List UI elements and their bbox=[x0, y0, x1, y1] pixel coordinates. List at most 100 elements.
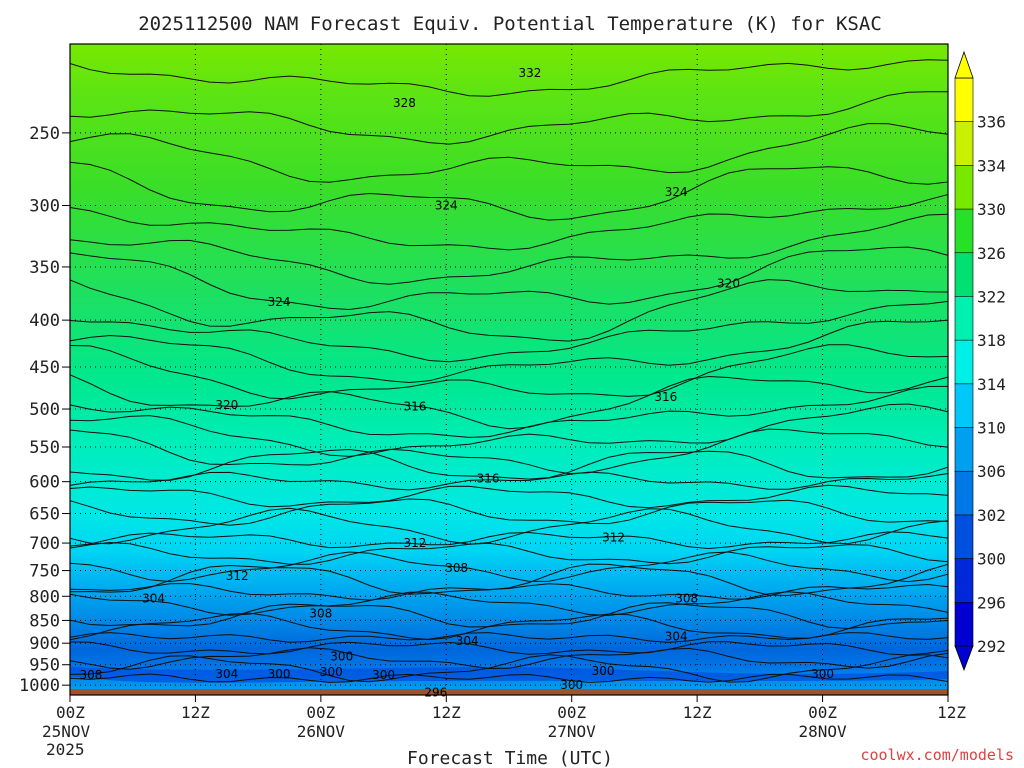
contour-label: 332 bbox=[518, 66, 541, 80]
colorbar-label: 318 bbox=[977, 331, 1006, 350]
contour-label: 300 bbox=[320, 665, 343, 679]
contour-line bbox=[69, 374, 949, 430]
contour-label: 316 bbox=[403, 400, 426, 414]
x-tick-label: 00Z bbox=[557, 703, 586, 722]
contour-line bbox=[69, 213, 949, 285]
colorbar: 336 334 330 326 322 318 314 310 306 302 300 296 292 bbox=[954, 50, 1006, 672]
contour-line bbox=[69, 122, 949, 183]
x-tick-date: 26NOV bbox=[297, 722, 346, 741]
colorbar-swatch bbox=[954, 383, 974, 429]
y-tick-label: 850 bbox=[29, 611, 60, 631]
x-tick-label: 12Z bbox=[432, 703, 461, 722]
contour-line bbox=[69, 531, 949, 550]
colorbar-swatch bbox=[954, 602, 974, 647]
contour-line bbox=[69, 641, 949, 656]
y-axis: 250 300 350 400 450 500 550 600 650 700 750 800 850 9… bbox=[19, 124, 70, 696]
contour-label: 304 bbox=[456, 634, 479, 648]
colorbar-label: 292 bbox=[977, 637, 1006, 656]
y-tick-label: 750 bbox=[29, 562, 60, 582]
contour-label: 300 bbox=[811, 667, 834, 681]
colorbar-swatch bbox=[954, 470, 974, 516]
y-tick-label: 500 bbox=[29, 400, 60, 420]
contour-line bbox=[69, 484, 949, 509]
y-tick-label: 650 bbox=[29, 505, 60, 525]
x-tick-date: 25NOV bbox=[42, 722, 91, 741]
colorbar-label: 322 bbox=[977, 287, 1006, 306]
colorbar-label: 336 bbox=[977, 113, 1006, 132]
contour-labels: 332 328 324 324 324 320 320 316 316 316 312 312 312 3… bbox=[79, 66, 834, 699]
contour-label: 308 bbox=[675, 592, 698, 606]
colorbar-swatch bbox=[954, 558, 974, 604]
contour-line bbox=[69, 194, 949, 251]
theta-e-field bbox=[70, 44, 948, 695]
y-tick-label: 1000 bbox=[19, 676, 60, 696]
y-tick-label: 400 bbox=[29, 311, 60, 331]
x-tick-date: 27NOV bbox=[548, 722, 597, 741]
contour-label: 300 bbox=[268, 667, 291, 681]
contour-line bbox=[69, 279, 949, 342]
colorbar-label: 310 bbox=[977, 419, 1006, 438]
contour-label: 324 bbox=[268, 295, 291, 309]
colorbar-label: 326 bbox=[977, 244, 1006, 263]
contour-line bbox=[69, 471, 949, 491]
contour-line bbox=[69, 602, 949, 630]
colorbar-swatch bbox=[954, 252, 974, 298]
colorbar-swatch bbox=[954, 339, 974, 385]
ground-strip bbox=[70, 689, 948, 695]
x-tick-label: 12Z bbox=[181, 703, 210, 722]
colorbar-swatch bbox=[954, 208, 974, 254]
contour-label: 316 bbox=[654, 390, 677, 404]
contour-label: 324 bbox=[435, 199, 458, 213]
x-tick-date: 28NOV bbox=[798, 722, 847, 741]
colorbar-label: 302 bbox=[977, 506, 1006, 525]
colorbar-swatch bbox=[954, 296, 974, 341]
x-tick-label: 00Z bbox=[56, 703, 85, 722]
colorbar-label: 300 bbox=[977, 550, 1006, 569]
colorbar-swatch bbox=[954, 514, 974, 560]
contour-label: 308 bbox=[79, 668, 102, 682]
colorbar-label: 334 bbox=[977, 156, 1006, 175]
contour-line bbox=[69, 59, 949, 97]
contour-label: 304 bbox=[665, 629, 688, 643]
contour-label: 304 bbox=[142, 592, 165, 606]
contour-label: 300 bbox=[592, 664, 615, 678]
y-tick-label: 950 bbox=[29, 656, 60, 676]
y-tick-label: 700 bbox=[29, 534, 60, 554]
colorbar-label: 314 bbox=[977, 375, 1006, 394]
contour-line bbox=[69, 300, 949, 363]
y-tick-label: 900 bbox=[29, 634, 60, 654]
contour-line bbox=[69, 319, 949, 384]
y-tick-label: 450 bbox=[29, 358, 60, 378]
contour-line bbox=[69, 161, 949, 221]
contour-line bbox=[69, 563, 949, 597]
x-tick-label: 12Z bbox=[937, 703, 966, 722]
contour-line bbox=[69, 673, 949, 683]
contour-label: 316 bbox=[477, 471, 500, 485]
colorbar-label: 330 bbox=[977, 200, 1006, 219]
colorbar-swatch bbox=[954, 77, 974, 123]
contour-label: 328 bbox=[393, 96, 416, 110]
contour-line bbox=[69, 582, 949, 601]
contour-label: 300 bbox=[372, 668, 395, 682]
colorbar-top-cap bbox=[954, 50, 974, 79]
y-tick-label: 300 bbox=[29, 197, 60, 217]
contour-label: 320 bbox=[717, 277, 740, 291]
contour-line bbox=[69, 344, 949, 400]
colorbar-swatch bbox=[954, 165, 974, 210]
y-tick-label: 550 bbox=[29, 438, 60, 458]
y-tick-label: 350 bbox=[29, 258, 60, 278]
plot-area: 332 328 324 324 324 320 320 316 316 316 312 312 312 3… bbox=[69, 43, 949, 699]
contour-label: 312 bbox=[226, 569, 249, 583]
colorbar-bottom-cap bbox=[954, 645, 974, 672]
contour-label: 312 bbox=[403, 536, 426, 550]
contour-line bbox=[69, 647, 949, 670]
contour-label: 308 bbox=[309, 606, 332, 620]
contour-label: 308 bbox=[445, 561, 468, 575]
contour-label: 300 bbox=[330, 649, 353, 663]
contour-label: 312 bbox=[602, 530, 625, 544]
colorbar-swatch bbox=[954, 121, 974, 167]
chart-title: 2025112500 NAM Forecast Equiv. Potential… bbox=[138, 13, 882, 35]
contour-line bbox=[69, 654, 949, 683]
